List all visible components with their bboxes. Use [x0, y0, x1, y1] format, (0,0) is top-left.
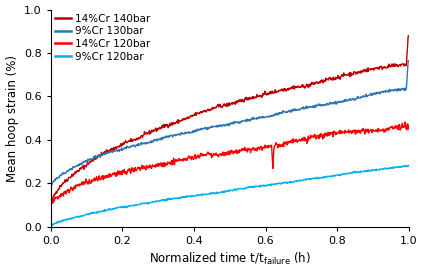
- 14%Cr 140bar: [357, 70, 362, 74]
- 9%Cr 130bar: [357, 96, 362, 99]
- 9%Cr 130bar: [256, 117, 261, 120]
- Legend: 14%Cr 140bar, 9%Cr 130bar, 14%Cr 120bar, 9%Cr 120bar: 14%Cr 140bar, 9%Cr 130bar, 14%Cr 120bar,…: [53, 12, 152, 64]
- 9%Cr 130bar: [320, 104, 325, 107]
- 14%Cr 140bar: [406, 34, 411, 37]
- X-axis label: Normalized time t/t$_{\rm failure}$ (h): Normalized time t/t$_{\rm failure}$ (h): [149, 251, 311, 268]
- 9%Cr 120bar: [406, 164, 411, 167]
- 9%Cr 130bar: [406, 59, 411, 62]
- Line: 14%Cr 120bar: 14%Cr 120bar: [51, 122, 409, 205]
- 14%Cr 120bar: [406, 127, 411, 130]
- 9%Cr 120bar: [277, 182, 282, 185]
- Line: 14%Cr 140bar: 14%Cr 140bar: [51, 36, 409, 207]
- 14%Cr 140bar: [48, 205, 53, 208]
- 14%Cr 140bar: [320, 81, 325, 84]
- 14%Cr 120bar: [266, 144, 271, 148]
- 9%Cr 120bar: [406, 164, 411, 167]
- 14%Cr 140bar: [256, 94, 261, 98]
- 9%Cr 120bar: [266, 184, 271, 187]
- 9%Cr 130bar: [406, 60, 411, 63]
- 9%Cr 130bar: [70, 165, 75, 168]
- 14%Cr 120bar: [256, 147, 261, 150]
- 9%Cr 120bar: [357, 170, 362, 174]
- 14%Cr 120bar: [403, 120, 408, 124]
- 14%Cr 120bar: [276, 145, 281, 148]
- Line: 9%Cr 130bar: 9%Cr 130bar: [51, 61, 409, 187]
- 9%Cr 120bar: [48, 224, 53, 227]
- 14%Cr 140bar: [70, 175, 75, 178]
- 9%Cr 130bar: [276, 111, 281, 114]
- 14%Cr 120bar: [320, 133, 325, 136]
- 14%Cr 120bar: [48, 203, 53, 207]
- 14%Cr 140bar: [266, 93, 271, 96]
- 14%Cr 140bar: [276, 90, 281, 93]
- 9%Cr 120bar: [256, 185, 261, 188]
- 9%Cr 120bar: [71, 216, 76, 220]
- 14%Cr 120bar: [357, 130, 362, 134]
- 9%Cr 120bar: [320, 176, 325, 179]
- 9%Cr 130bar: [266, 115, 271, 118]
- Y-axis label: Mean hoop strain (%): Mean hoop strain (%): [5, 55, 19, 182]
- 9%Cr 120bar: [49, 224, 54, 227]
- 14%Cr 120bar: [70, 189, 75, 192]
- 9%Cr 130bar: [48, 186, 53, 189]
- Line: 9%Cr 120bar: 9%Cr 120bar: [51, 165, 409, 226]
